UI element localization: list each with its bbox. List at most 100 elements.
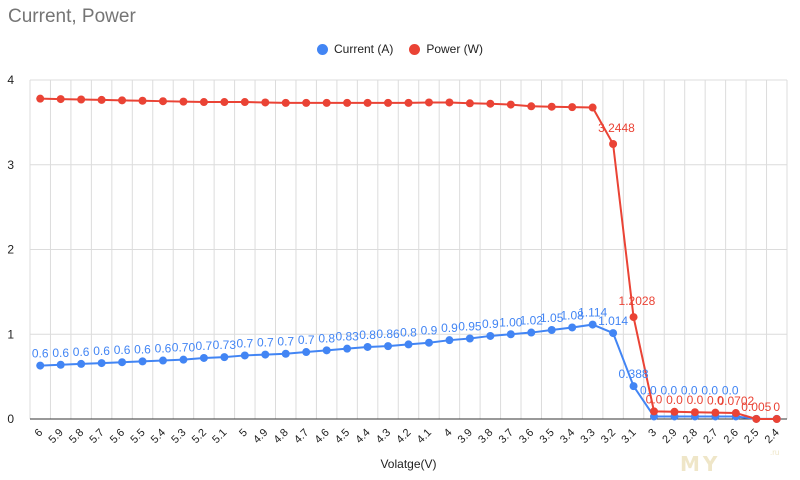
- data-point-power: [445, 98, 454, 107]
- x-tick-label: 4.8: [272, 427, 291, 446]
- x-tick-label: 5.6: [108, 427, 127, 446]
- data-point-power: [609, 140, 618, 149]
- x-tick-label: 4.6: [312, 427, 331, 446]
- x-tick-label: 4.1: [415, 427, 434, 446]
- data-point-current: [77, 359, 86, 368]
- data-label-current: 0.7: [298, 333, 315, 347]
- data-point-power: [240, 98, 249, 107]
- x-tick-label: 3.6: [517, 427, 536, 446]
- watermark-suffix: .ru: [770, 448, 780, 457]
- data-point-power: [404, 98, 413, 107]
- data-point-current: [56, 360, 65, 369]
- data-point-power: [281, 98, 290, 107]
- data-label-current: 0.0: [701, 383, 718, 397]
- x-tick-label: 5.8: [67, 427, 86, 446]
- data-point-current: [199, 353, 208, 362]
- data-point-current: [138, 357, 147, 366]
- x-tick-label: 5.4: [149, 427, 168, 446]
- x-tick-label: 3.7: [497, 427, 516, 446]
- data-point-power: [752, 414, 761, 423]
- x-tick-label: 5.5: [128, 427, 147, 446]
- legend-item-power[interactable]: Power (W): [409, 42, 483, 56]
- data-point-power: [486, 99, 495, 108]
- legend-item-current[interactable]: Current (A): [316, 42, 393, 56]
- data-point-current: [240, 351, 249, 360]
- x-axis-title: Volatge(V): [380, 457, 436, 471]
- data-point-power: [772, 415, 781, 423]
- data-label-current: 1.014: [598, 314, 628, 328]
- data-label-current: 0.0: [722, 383, 739, 397]
- data-point-power: [568, 103, 577, 112]
- data-point-current: [527, 328, 536, 337]
- data-point-power: [731, 409, 740, 418]
- x-tick-label: 4: [442, 427, 455, 440]
- data-point-current: [118, 358, 127, 367]
- data-point-power: [56, 95, 65, 104]
- data-point-current: [609, 329, 618, 338]
- data-point-power: [36, 94, 45, 103]
- y-tick-label: 0: [7, 412, 14, 426]
- data-point-current: [547, 326, 556, 335]
- data-label-current: 0.73: [213, 338, 237, 352]
- x-tick-label: 4.2: [394, 427, 413, 446]
- data-point-power: [424, 98, 433, 107]
- x-tick-label: 5.3: [169, 427, 188, 446]
- data-label-current: 0.6: [134, 342, 151, 356]
- data-label-power: 0.0702: [717, 394, 754, 408]
- data-point-power: [506, 100, 515, 109]
- data-label-current: 0.8: [318, 331, 335, 345]
- data-point-current: [158, 356, 167, 365]
- data-label-power: 0.0: [646, 392, 663, 406]
- data-label-current: 0.83: [335, 330, 359, 344]
- x-tick-label: 4.9: [251, 427, 270, 446]
- data-point-current: [36, 361, 45, 370]
- data-label-current: 1.02: [520, 314, 544, 328]
- data-point-current: [465, 334, 474, 343]
- data-point-power: [322, 98, 331, 107]
- data-label-current: 0.6: [32, 347, 49, 361]
- data-point-power: [363, 98, 372, 107]
- data-point-current: [486, 331, 495, 340]
- data-point-power: [650, 407, 659, 416]
- data-label-current: 0.7: [257, 336, 274, 350]
- x-tick-label: 5.1: [210, 427, 229, 446]
- data-label-current: 1.00: [499, 315, 523, 329]
- data-label-current: 0.7: [196, 339, 213, 353]
- chart-title: Current, Power: [8, 6, 136, 27]
- x-tick-label: 2.5: [742, 427, 761, 446]
- data-label-current: 1.114: [578, 306, 607, 320]
- legend: Current (A) Power (W): [0, 42, 800, 56]
- legend-label-power: Power (W): [426, 42, 483, 56]
- data-label-current: 0.9: [441, 321, 458, 335]
- x-tick-label: 3.9: [456, 427, 475, 446]
- x-tick-label: 2.6: [722, 427, 741, 446]
- data-point-power: [302, 98, 311, 107]
- data-label-power: 3.2448: [598, 121, 635, 135]
- data-point-current: [568, 323, 577, 332]
- data-point-power: [465, 99, 474, 108]
- data-label-current: 0.8: [400, 325, 417, 339]
- data-label-current: 0.6: [114, 343, 131, 357]
- data-label-current: 0.86: [376, 327, 400, 341]
- data-label-current: 0.95: [458, 319, 482, 333]
- x-tick-label: 2.4: [763, 427, 782, 446]
- x-tick-label: 3.8: [476, 427, 495, 446]
- x-tick-label: 3.3: [578, 427, 597, 446]
- legend-marker-power: [409, 43, 421, 55]
- data-point-power: [690, 408, 699, 417]
- x-tick-label: 3.1: [619, 427, 638, 446]
- watermark-logo: MY: [680, 452, 721, 476]
- data-label-current: 0.6: [52, 346, 69, 360]
- x-tick-label: 3.5: [538, 427, 557, 446]
- x-tick-label: 5.2: [190, 427, 209, 446]
- x-tick-label: 3.4: [558, 427, 577, 446]
- data-label-power: 0.0: [666, 393, 683, 407]
- data-point-power: [343, 98, 352, 107]
- data-label-current: 0.0: [660, 383, 677, 397]
- data-label-current: 1.05: [540, 311, 564, 325]
- data-label-current: 0.7: [236, 336, 253, 350]
- data-point-current: [97, 359, 106, 368]
- x-tick-label: 2.8: [681, 427, 700, 446]
- data-point-current: [261, 350, 270, 359]
